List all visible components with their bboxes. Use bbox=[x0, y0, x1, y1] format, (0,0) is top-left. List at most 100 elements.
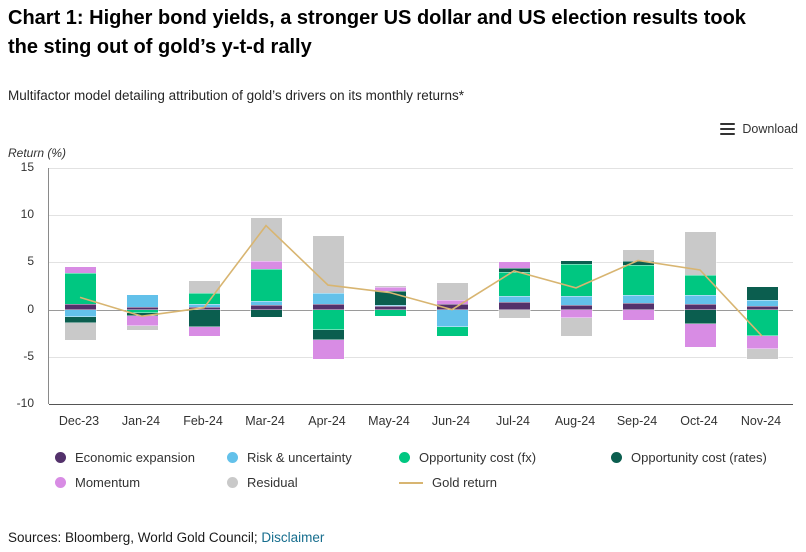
bar-segment bbox=[250, 309, 282, 318]
bar-segment bbox=[374, 309, 406, 317]
bar-segment bbox=[684, 295, 716, 304]
x-tick-label: Jan-24 bbox=[121, 414, 161, 428]
sources-line: Sources: Bloomberg, World Gold Council; … bbox=[8, 530, 324, 545]
y-tick-label: 0 bbox=[27, 301, 34, 316]
bar-segment bbox=[436, 326, 468, 337]
y-tick-label: -10 bbox=[16, 396, 34, 410]
legend-line-swatch bbox=[399, 481, 423, 484]
chart-title: Chart 1: Higher bond yields, a stronger … bbox=[8, 7, 746, 58]
bar-segment bbox=[188, 303, 220, 307]
legend-label: Momentum bbox=[75, 475, 141, 490]
bar-segment bbox=[746, 309, 778, 337]
legend-label: Opportunity cost (fx) bbox=[419, 450, 537, 465]
hamburger-menu-icon bbox=[720, 122, 736, 136]
x-tick-label: Aug-24 bbox=[554, 414, 596, 428]
bar-segment bbox=[126, 325, 158, 331]
bar-segment bbox=[374, 290, 406, 305]
bar-segment bbox=[498, 271, 530, 297]
bar-segment bbox=[64, 322, 96, 340]
bar-segment bbox=[188, 326, 220, 337]
legend: Economic expansion Risk & uncertainty Oppo… bbox=[55, 450, 767, 490]
bar-segment bbox=[498, 268, 530, 272]
x-axis-labels: Dec-23 Jan-24 Feb-24 Mar-24 Apr-24 May-24 Jun-… bbox=[48, 414, 792, 434]
gridline bbox=[49, 215, 793, 217]
bar-segment bbox=[498, 309, 530, 319]
chart-subtitle: Multifactor model detailing attribution … bbox=[8, 88, 464, 103]
bar-segment bbox=[622, 302, 654, 310]
legend-label: Gold return bbox=[432, 475, 498, 490]
gridline bbox=[49, 356, 793, 358]
bar-segment bbox=[374, 304, 406, 306]
bar-segment bbox=[560, 309, 592, 319]
y-tick-label: -5 bbox=[23, 348, 34, 363]
legend-circle-swatch bbox=[55, 477, 66, 488]
bar-segment bbox=[312, 330, 344, 340]
legend-circle-swatch bbox=[399, 452, 410, 463]
bar-segment bbox=[560, 261, 592, 265]
x-tick-label: Jun-24 bbox=[431, 414, 471, 428]
legend-circle-swatch bbox=[227, 452, 238, 463]
bar-segment bbox=[746, 300, 778, 306]
bar-segment bbox=[64, 267, 96, 273]
legend-circle-swatch bbox=[55, 452, 66, 463]
bar-segment bbox=[312, 235, 344, 293]
legend-label: Economic expansion bbox=[75, 450, 195, 465]
gridline bbox=[49, 262, 793, 264]
y-axis-title: Return (%) bbox=[8, 146, 67, 160]
bar-segment bbox=[250, 261, 282, 269]
y-tick-label: 5 bbox=[27, 254, 34, 269]
download-button[interactable]: Download bbox=[720, 122, 798, 136]
bar-segment bbox=[436, 300, 468, 304]
download-label: Download bbox=[742, 122, 798, 136]
legend-item[interactable]: Gold return bbox=[399, 475, 611, 490]
gold-return-line bbox=[79, 224, 763, 337]
bar-segment bbox=[188, 292, 220, 304]
bar-segment bbox=[622, 309, 654, 320]
bar-segment bbox=[622, 295, 654, 303]
bar-segment bbox=[188, 281, 220, 293]
bar-segment bbox=[64, 309, 96, 318]
legend-item[interactable]: Momentum bbox=[55, 475, 227, 490]
bar-segment bbox=[622, 250, 654, 262]
bar-segment bbox=[126, 316, 158, 326]
bar-segment bbox=[498, 302, 530, 310]
bar-segment bbox=[188, 309, 220, 327]
x-tick-label: May-24 bbox=[368, 414, 410, 428]
bar-segment bbox=[746, 286, 778, 301]
gridline bbox=[49, 309, 793, 311]
legend-item[interactable]: Risk & uncertainty bbox=[227, 450, 399, 465]
legend-label: Residual bbox=[247, 475, 298, 490]
legend-item[interactable]: Opportunity cost (rates) bbox=[611, 450, 767, 465]
y-tick-label: 15 bbox=[20, 160, 34, 174]
x-tick-label: Nov-24 bbox=[740, 414, 782, 428]
bar-segment bbox=[64, 272, 96, 304]
bar-segment bbox=[498, 262, 530, 269]
bar-segment bbox=[560, 318, 592, 337]
bar-segment bbox=[560, 264, 592, 297]
legend-circle-swatch bbox=[227, 477, 238, 488]
legend-circle-swatch bbox=[611, 452, 622, 463]
legend-item[interactable]: Economic expansion bbox=[55, 450, 227, 465]
gridline bbox=[49, 404, 793, 405]
bar-segment bbox=[250, 218, 282, 262]
legend-label: Opportunity cost (rates) bbox=[631, 450, 767, 465]
bar-segment bbox=[126, 295, 158, 307]
bar-segment bbox=[312, 309, 344, 331]
x-tick-label: Sep-24 bbox=[616, 414, 658, 428]
legend-item[interactable]: Residual bbox=[227, 475, 399, 490]
legend-item[interactable]: Opportunity cost (fx) bbox=[399, 450, 611, 465]
bar-segment bbox=[312, 339, 344, 359]
x-tick-label: Oct-24 bbox=[680, 414, 718, 428]
bar-segment bbox=[312, 292, 344, 304]
sources-text: Sources: Bloomberg, World Gold Council; bbox=[8, 530, 262, 545]
disclaimer-link[interactable]: Disclaimer bbox=[261, 530, 325, 545]
bar-segment bbox=[560, 296, 592, 305]
bar-segment bbox=[374, 286, 406, 291]
bar-segment bbox=[684, 274, 716, 296]
bar-segment bbox=[684, 232, 716, 275]
x-tick-label: Feb-24 bbox=[183, 414, 223, 428]
bar-segment bbox=[498, 296, 530, 303]
x-tick-label: Apr-24 bbox=[308, 414, 346, 428]
x-tick-label: Dec-23 bbox=[58, 414, 100, 428]
